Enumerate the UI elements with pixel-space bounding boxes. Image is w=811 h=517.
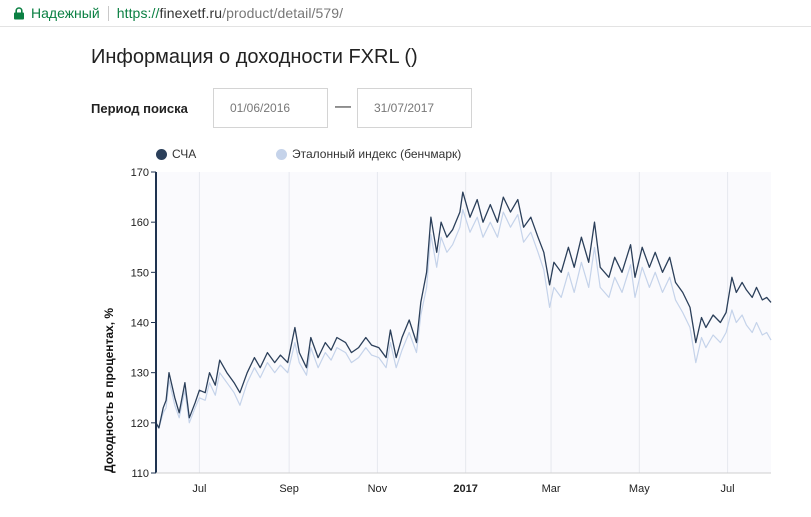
x-tick-label: Mar [542,483,561,495]
x-tick-label: Jul [721,483,735,495]
y-tick-label: 130 [131,368,149,380]
y-tick-label: 140 [131,318,149,330]
y-tick-label: 120 [131,418,149,430]
date-from-input[interactable] [213,88,328,128]
legend-label-benchmark: Эталонный индекс (бенчмарк) [292,147,462,161]
date-to-input[interactable] [357,88,472,128]
x-axis-ticks: Jul Sep Nov 2017 Mar May Jul [192,483,734,495]
legend-label-nav: СЧА [172,147,197,161]
series-line-benchmark [155,209,772,429]
legend-item-benchmark[interactable]: Эталонный индекс (бенчмарк) [276,147,461,161]
x-grid [198,172,729,473]
y-tick-label: 170 [131,167,149,179]
lock-icon [14,6,24,19]
series-lines [155,191,772,429]
x-tick-label: Jul [192,483,206,495]
plot-background [156,172,771,473]
url-host: finexetf.ru [159,5,223,21]
address-divider [107,5,109,21]
x-tick-label: May [629,483,650,495]
url-text[interactable]: https://finexetf.ru/product/detail/579/ [117,5,344,21]
y-axis-label: Доходность в процентах, % [102,308,116,473]
page-title: Информация о доходности FXRL () [91,46,418,68]
y-tick-label: 110 [131,468,149,480]
x-tick-label: Sep [279,483,299,495]
legend-item-nav[interactable]: СЧА [156,147,196,161]
series-line-nav [155,191,772,429]
url-path: /product/detail/579/ [222,5,344,21]
legend-dot-benchmark [276,148,287,160]
y-tick-label: 160 [131,217,149,229]
legend-dot-nav [156,148,167,160]
url-scheme: https:// [116,5,160,21]
x-tick-label: Nov [368,483,388,495]
period-label: Период поиска [91,101,188,116]
browser-address-bar[interactable]: Надежный https://finexetf.ru/product/det… [0,0,811,27]
y-axis-ticks: 110 120 130 140 150 160 170 [131,167,156,480]
x-tick-label: 2017 [453,483,477,495]
secure-label: Надежный [31,5,100,21]
returns-chart: 110 120 130 140 150 160 170 Jul Sep Nov 2017 Mar Ma… [102,167,772,495]
y-tick-label: 150 [131,267,149,279]
date-range-dash: — [335,98,351,115]
